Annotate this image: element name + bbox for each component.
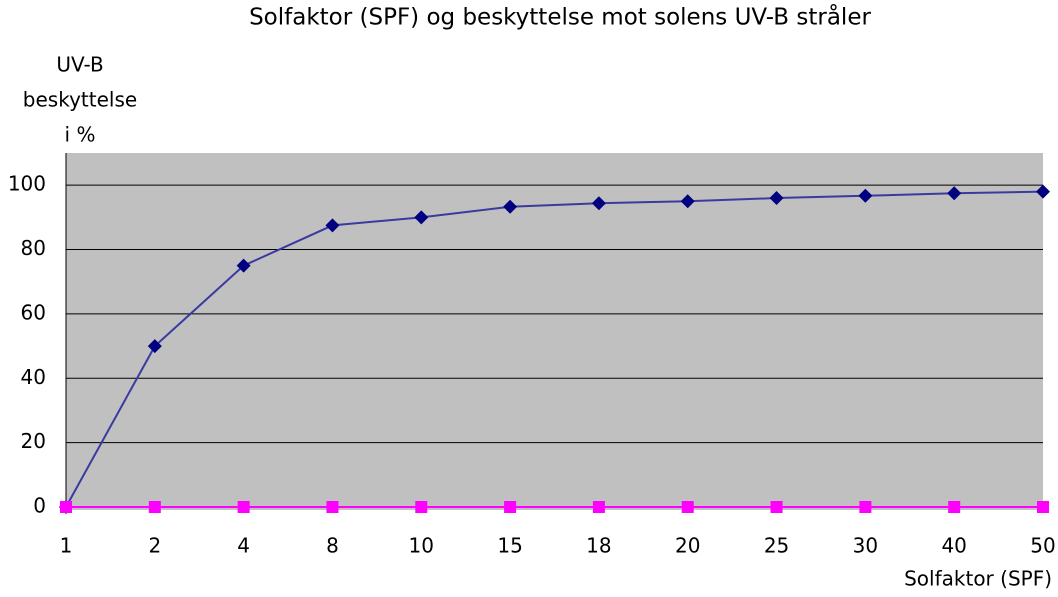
x-tick-label: 30 xyxy=(853,534,878,558)
data-point xyxy=(60,501,72,513)
x-tick-label: 15 xyxy=(497,534,522,558)
data-point xyxy=(769,191,784,206)
data-point xyxy=(415,501,428,513)
series-line xyxy=(65,190,1044,508)
x-tick-label: 10 xyxy=(409,534,434,558)
y-tick-label: 0 xyxy=(33,494,46,518)
x-tick-label: 50 xyxy=(1030,534,1055,558)
data-point xyxy=(858,188,873,203)
data-point xyxy=(770,501,783,513)
data-point xyxy=(681,501,694,513)
x-axis-label: Solfaktor (SPF) xyxy=(904,567,1052,591)
data-point xyxy=(859,501,872,513)
data-point xyxy=(326,501,339,513)
x-tick-label: 2 xyxy=(148,534,161,558)
y-axis-label: beskyttelse xyxy=(23,88,137,112)
data-point xyxy=(592,501,605,513)
x-tick-label: 25 xyxy=(764,534,789,558)
plot-area xyxy=(66,153,1043,510)
data-point xyxy=(414,210,429,225)
x-tick-label: 40 xyxy=(941,534,966,558)
x-tick-label: 18 xyxy=(586,534,611,558)
chart-title: Solfaktor (SPF) og beskyttelse mot solen… xyxy=(249,3,871,31)
x-tick-label: 8 xyxy=(326,534,339,558)
y-axis-label: UV-B xyxy=(56,53,103,77)
y-tick-label: 20 xyxy=(21,429,46,453)
data-point xyxy=(948,501,961,513)
data-point xyxy=(503,199,518,214)
y-axis-label: i % xyxy=(65,123,96,147)
data-point xyxy=(236,258,251,273)
data-point xyxy=(148,501,161,513)
data-point xyxy=(1036,184,1050,199)
data-point xyxy=(680,194,695,209)
data-point xyxy=(591,196,606,211)
data-point xyxy=(325,218,340,233)
y-tick-label: 80 xyxy=(21,236,46,260)
data-point xyxy=(947,186,962,201)
y-tick-label: 100 xyxy=(8,172,46,196)
data-point xyxy=(147,339,162,354)
x-tick-label: 4 xyxy=(237,534,250,558)
x-tick-label: 20 xyxy=(675,534,700,558)
y-tick-label: 40 xyxy=(21,365,46,389)
x-tick-label: 1 xyxy=(60,534,73,558)
data-point xyxy=(237,501,250,513)
data-point xyxy=(1037,501,1049,513)
y-tick-label: 60 xyxy=(21,300,46,324)
data-point xyxy=(504,501,517,513)
